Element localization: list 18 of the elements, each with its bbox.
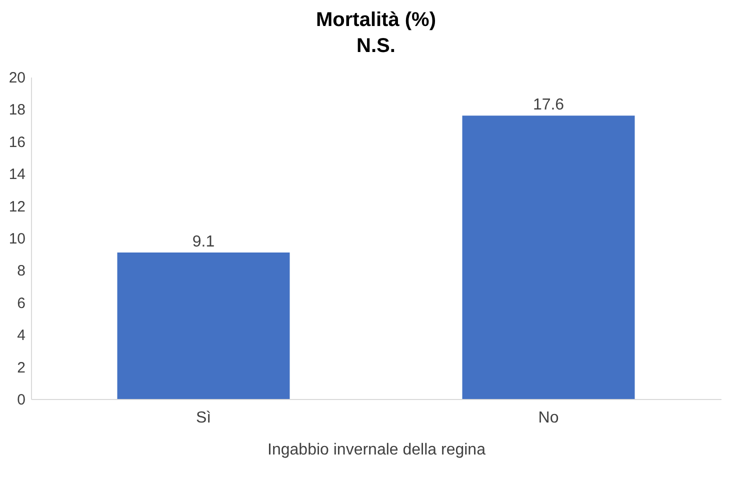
- data-label: 9.1: [192, 233, 215, 250]
- x-tick-label: No: [538, 410, 559, 426]
- y-tick-label: 8: [17, 262, 26, 280]
- data-label: 17.6: [532, 96, 564, 114]
- y-tick-label: 4: [17, 327, 26, 344]
- y-tick-label: 6: [17, 294, 26, 312]
- x-tick-label: Sì: [196, 410, 212, 426]
- y-tick-label: 14: [8, 166, 26, 184]
- chart-subtitle: N.S.: [356, 35, 396, 57]
- x-axis-title: Ingabbio invernale della regina: [268, 442, 486, 458]
- y-tick-label: 18: [8, 102, 26, 119]
- y-tick-label: 10: [8, 230, 26, 248]
- y-tick-label: 12: [8, 198, 26, 216]
- y-tick-label: 20: [8, 70, 26, 86]
- chart-title: Mortalità (%): [316, 9, 436, 31]
- y-tick-label: 2: [17, 359, 26, 376]
- y-tick-label: 16: [8, 134, 26, 151]
- y-tick-label: 0: [17, 392, 26, 408]
